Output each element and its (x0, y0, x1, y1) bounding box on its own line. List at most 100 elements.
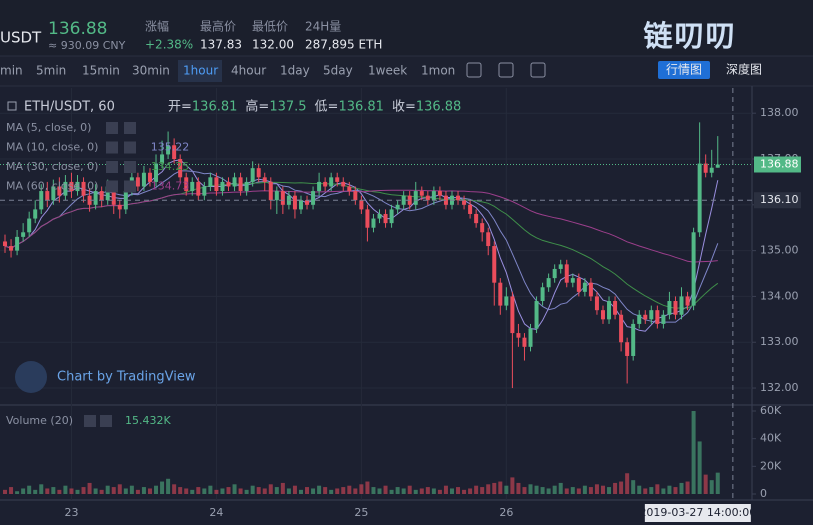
stat-value: 287,895 ETH (305, 38, 382, 52)
tool-icon[interactable] (498, 62, 514, 78)
volume-bar (468, 488, 473, 494)
view-button-bg[interactable] (658, 61, 710, 79)
interval-button[interactable]: 1day (280, 64, 310, 78)
candle-body (15, 236, 20, 251)
volume-bar (166, 478, 171, 494)
candle-body (87, 195, 92, 205)
indicator-label: MA (30, close, 0) (6, 160, 98, 173)
interval-button[interactable]: 15min (82, 64, 120, 78)
candle-body (709, 167, 714, 173)
volume-bar (214, 489, 219, 494)
indicator-button[interactable] (124, 141, 136, 154)
candle-body (147, 172, 152, 182)
interval-button[interactable]: 1hour (183, 64, 218, 78)
candle-body (703, 163, 708, 173)
candle-body (383, 213, 388, 224)
candle-body (673, 301, 678, 315)
candle-body (45, 191, 50, 201)
candle-body (637, 314, 642, 324)
interval-button[interactable]: 1mon (421, 64, 455, 78)
volume-bar (383, 485, 388, 494)
indicator-button[interactable] (106, 180, 118, 193)
volume-tick-label: 20K (760, 459, 782, 472)
indicator-button[interactable] (124, 180, 136, 193)
volume-tick-label: 60K (760, 404, 782, 417)
candle-body (594, 296, 599, 311)
candle-body (456, 195, 461, 201)
candle-body (643, 314, 648, 320)
indicator-button[interactable] (84, 415, 96, 427)
candle-body (202, 186, 207, 196)
candle-body (141, 172, 146, 187)
candle-body (498, 282, 503, 306)
indicator-button[interactable] (106, 161, 118, 173)
candle-body (226, 181, 231, 187)
tool-icon[interactable] (530, 62, 546, 78)
volume-bar (558, 482, 563, 494)
volume-bar (522, 487, 527, 494)
volume-bar (685, 481, 690, 494)
candle-body (93, 191, 98, 205)
candle-body (335, 177, 340, 182)
candle-body (262, 177, 267, 182)
tool-icon[interactable] (466, 62, 482, 78)
indicator-button[interactable] (106, 122, 118, 134)
candle-body (697, 163, 702, 233)
candle-body (468, 204, 473, 214)
volume-bar (449, 488, 454, 494)
indicator-button[interactable] (124, 161, 136, 173)
volume-bar (298, 489, 303, 494)
candle-body (462, 200, 467, 205)
candle-body (486, 232, 491, 247)
volume-bar (564, 488, 569, 494)
legend-label: 高= (245, 99, 269, 115)
interval-button[interactable]: 4hour (231, 64, 266, 78)
volume-bar (238, 488, 243, 494)
legend-value: 136.81 (338, 100, 384, 115)
volume-bar (135, 489, 140, 494)
candle-body (522, 337, 527, 347)
indicator-label: MA (60, close, 0) (6, 180, 98, 193)
interval-button[interactable]: 5min (36, 64, 66, 78)
candle-body (576, 278, 581, 292)
legend-label: 低= (315, 100, 339, 115)
candle-body (311, 191, 316, 205)
volume-bar (268, 484, 273, 494)
volume-bar (69, 488, 74, 494)
crosshair-price-box (754, 192, 801, 209)
volume-bar (274, 487, 279, 494)
candle-body (232, 177, 237, 187)
ma-line (4, 170, 719, 324)
candle-body (274, 191, 279, 201)
indicator-button[interactable] (106, 141, 118, 154)
volume-bar (480, 487, 485, 494)
volume-bar (462, 489, 467, 494)
candle-body (564, 264, 569, 283)
indicator-button[interactable] (100, 415, 112, 427)
volume-bar (63, 485, 68, 494)
volume-bar (160, 481, 165, 494)
interval-button[interactable]: 5day (323, 64, 353, 78)
interval-button[interactable]: 1week (368, 64, 407, 78)
volume-bar (87, 482, 92, 494)
candle-body (33, 209, 38, 219)
volume-bar (407, 485, 412, 494)
interval-button[interactable]: min (0, 64, 23, 78)
x-tick-label: 25 (354, 506, 368, 519)
view-button[interactable]: 深度图 (726, 62, 762, 77)
volume-bar (9, 487, 14, 494)
header-bg (0, 0, 813, 56)
candle-body (208, 177, 213, 187)
candle-body (353, 191, 358, 201)
watermark: Chart by TradingView (57, 370, 196, 385)
volume-bar (715, 472, 720, 494)
view-button[interactable]: 行情图 (666, 63, 702, 77)
volume-bar (45, 488, 50, 494)
volume-bar (625, 473, 630, 494)
stat-value: +2.38% (145, 38, 193, 52)
indicator-button[interactable] (124, 122, 136, 134)
interval-button[interactable]: 30min (132, 64, 170, 78)
volume-bar (196, 487, 201, 494)
volume-bar (172, 484, 177, 494)
volume-bar (292, 485, 297, 494)
